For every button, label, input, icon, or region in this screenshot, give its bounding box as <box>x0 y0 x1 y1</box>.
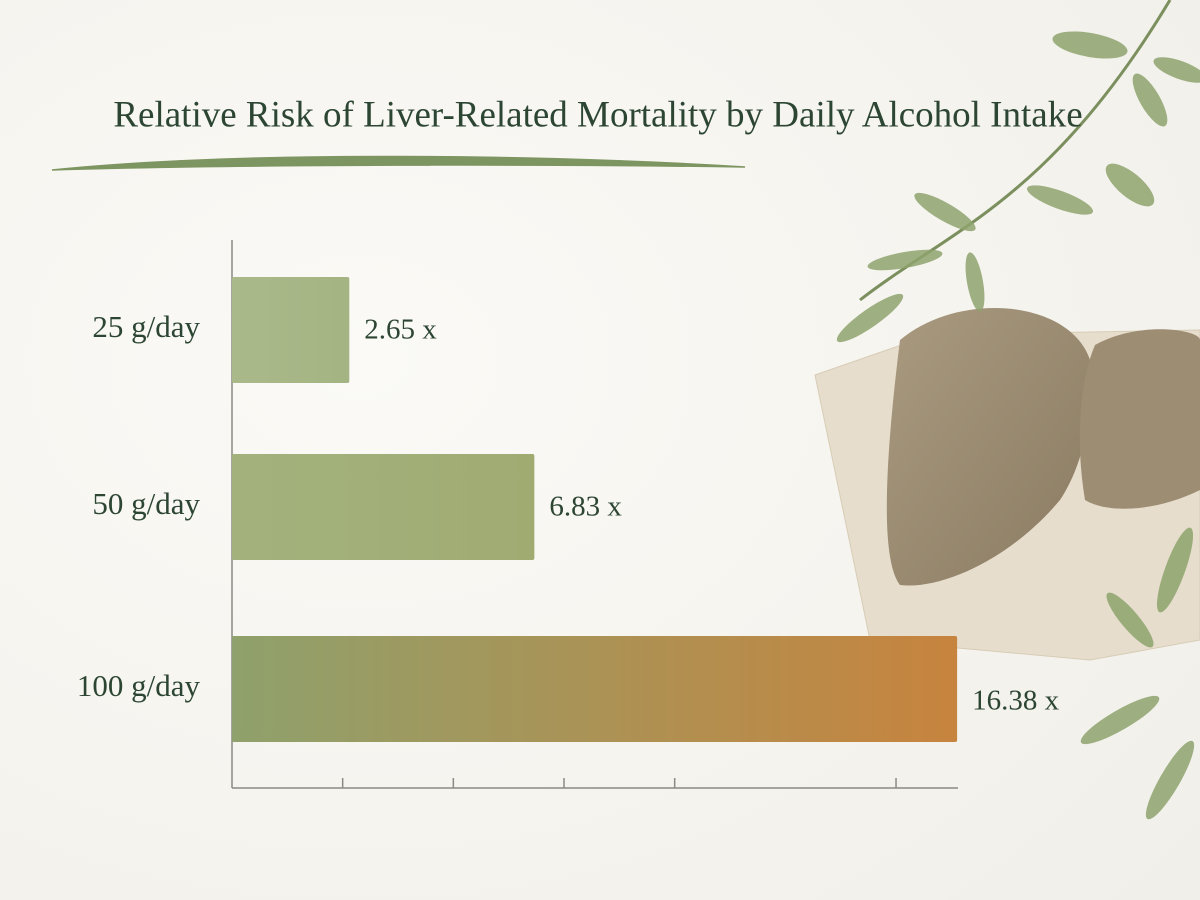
bar <box>232 454 535 560</box>
value-label: 2.65 x <box>364 314 437 346</box>
y-tick-label: 100 g/day <box>77 668 201 703</box>
value-label: 16.38 x <box>972 685 1060 717</box>
chart-title: Relative Risk of Liver-Related Mortality… <box>113 94 1082 135</box>
bar <box>232 277 350 383</box>
y-tick-label: 50 g/day <box>92 486 200 521</box>
y-tick-label: 25 g/day <box>92 309 200 344</box>
value-label: 6.83 x <box>549 491 622 523</box>
bar <box>232 636 958 742</box>
